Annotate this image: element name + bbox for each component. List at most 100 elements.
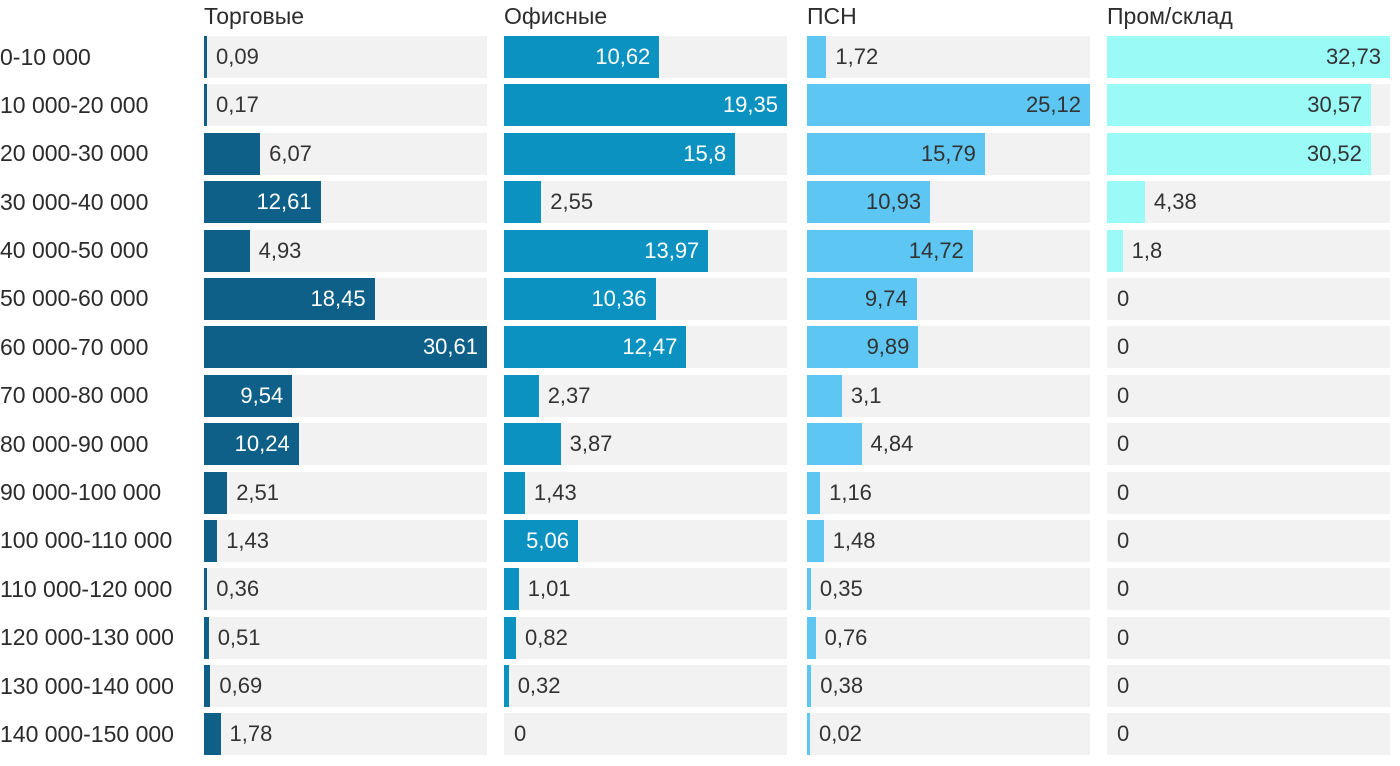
bar — [204, 665, 211, 708]
bar-track: 0,69 — [204, 665, 487, 708]
bar — [807, 229, 973, 272]
bar-track: 0,32 — [504, 665, 787, 708]
bar — [807, 423, 862, 466]
chart-row: 10 000-20 000 0,17 19,35 25,12 30,57 — [0, 84, 1400, 127]
value-label: 0,69 — [219, 673, 263, 699]
column-header-prom-sklad: Пром/склад — [1107, 3, 1233, 29]
bar — [807, 132, 985, 175]
value-label: 30,52 — [1306, 140, 1362, 166]
value-label: 1,72 — [835, 44, 879, 69]
value-label: 12,47 — [622, 334, 678, 360]
bar-track: 1,72 — [807, 36, 1090, 78]
bar-track: 1,48 — [807, 519, 1090, 562]
row-label: 90 000-100 000 — [0, 479, 162, 506]
value-label: 0 — [1117, 479, 1130, 505]
bar — [504, 181, 542, 224]
bar — [204, 326, 487, 369]
bar — [204, 84, 207, 127]
value-label: 12,61 — [256, 189, 312, 215]
bar-track: 14,72 — [807, 229, 1090, 272]
value-label: 0 — [1117, 334, 1130, 360]
chart-row: 100 000-110 000 1,43 5,06 1,48 0 — [0, 519, 1400, 562]
chart-row: 40 000-50 000 4,93 13,97 14,72 1,8 — [0, 229, 1400, 272]
value-label: 13,97 — [644, 237, 700, 263]
chart-row: 110 000-120 000 0,36 1,01 0,35 0 — [0, 568, 1400, 611]
bar — [807, 36, 827, 78]
row-label: 50 000-60 000 — [0, 285, 149, 312]
bar — [807, 181, 931, 224]
value-label: 0,32 — [517, 673, 561, 699]
bar — [807, 277, 917, 320]
bar — [204, 229, 250, 272]
row-label: 60 000-70 000 — [0, 333, 149, 360]
value-label: 10,36 — [591, 285, 647, 311]
bar-track: 32,73 — [1107, 36, 1390, 78]
bar-track: 0 — [1107, 374, 1390, 417]
bar — [204, 132, 261, 175]
value-label: 0 — [514, 721, 527, 747]
value-label: 14,72 — [908, 237, 964, 263]
bar-track: 2,37 — [504, 374, 787, 417]
chart-row: 20 000-30 000 6,07 15,8 15,79 30,52 — [0, 132, 1400, 175]
bar-track: 15,8 — [504, 132, 787, 175]
bar — [807, 568, 811, 611]
bar-track: 1,43 — [204, 519, 487, 562]
bar — [504, 423, 561, 466]
bar-track: 5,06 — [504, 519, 787, 562]
value-label: 9,74 — [864, 285, 908, 311]
bar-track: 10,93 — [807, 181, 1090, 224]
bar-track: 0,02 — [807, 713, 1090, 756]
value-label: 18,45 — [310, 285, 366, 311]
row-label: 130 000-140 000 — [0, 672, 174, 699]
bar — [504, 326, 687, 369]
bar-track: 0 — [1107, 568, 1390, 611]
chart-row: 120 000-130 000 0,51 0,82 0,76 0 — [0, 616, 1400, 659]
value-label: 0,76 — [824, 624, 868, 650]
chart-row: 80 000-90 000 10,24 3,87 4,84 0 — [0, 423, 1400, 466]
chart-row: 140 000-150 000 1,78 0 0,02 0 — [0, 713, 1400, 756]
bar — [204, 36, 207, 78]
bar — [1107, 132, 1371, 175]
bar — [204, 181, 321, 224]
bar — [204, 519, 218, 562]
bar-track: 0,76 — [807, 616, 1090, 659]
value-label: 4,93 — [258, 237, 302, 263]
bar — [204, 713, 221, 756]
bar-track: 30,52 — [1107, 132, 1390, 175]
bar-track: 0 — [1107, 277, 1390, 320]
bar-track: 9,74 — [807, 277, 1090, 320]
bar — [807, 665, 812, 708]
bar — [204, 277, 375, 320]
row-label: 100 000-110 000 — [0, 527, 173, 554]
bar — [1107, 229, 1123, 272]
value-label: 2,55 — [550, 189, 594, 215]
bar-track: 12,61 — [204, 181, 487, 224]
value-label: 15,8 — [683, 140, 727, 166]
bar — [807, 374, 842, 417]
bar — [1107, 84, 1372, 127]
row-label: 110 000-120 000 — [0, 575, 173, 602]
bar-track: 30,61 — [204, 326, 487, 369]
value-label: 4,84 — [870, 431, 914, 457]
bar-track: 2,51 — [204, 471, 487, 514]
bar-track: 1,8 — [1107, 229, 1390, 272]
bar — [1107, 181, 1145, 224]
bar-track: 0 — [1107, 326, 1390, 369]
value-label: 1,16 — [829, 479, 872, 505]
chart-row: 70 000-80 000 9,54 2,37 3,1 0 — [0, 374, 1400, 417]
value-label: 4,38 — [1153, 189, 1197, 215]
bar-track: 15,79 — [807, 132, 1090, 175]
bar — [807, 713, 810, 756]
bar — [504, 36, 660, 78]
row-label: 0-10 000 — [0, 43, 91, 70]
bar — [504, 616, 516, 659]
row-label: 140 000-150 000 — [0, 720, 174, 747]
value-label: 9,54 — [240, 382, 284, 408]
value-label: 0,09 — [216, 44, 259, 69]
bar-track: 10,24 — [204, 423, 487, 466]
bar-track: 12,47 — [504, 326, 787, 369]
bar — [504, 374, 539, 417]
bar-track: 0 — [1107, 665, 1390, 708]
bar-track: 18,45 — [204, 277, 487, 320]
bar-track: 25,12 — [807, 84, 1090, 127]
